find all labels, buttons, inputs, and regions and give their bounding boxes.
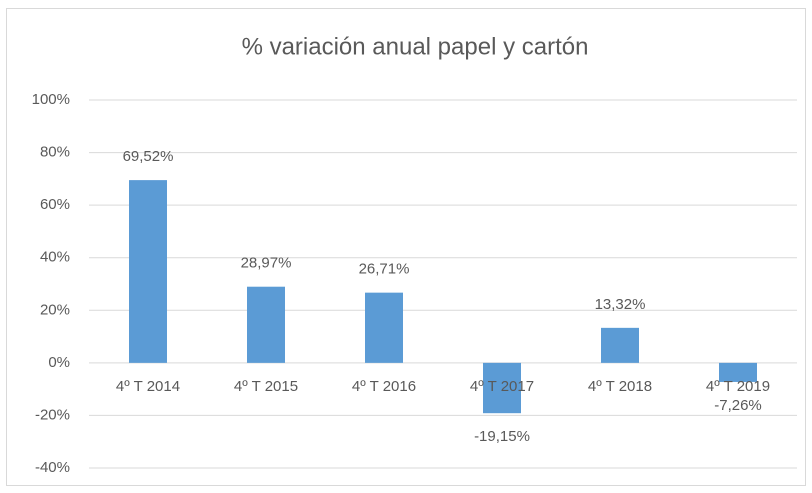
bar [247,286,285,363]
value-label: -19,15% [474,428,530,445]
y-tick-label: 80% [40,144,70,161]
chart-border [6,8,806,486]
value-label: 26,71% [359,261,410,278]
bar [601,327,639,363]
x-tick-label: 4º T 2019 [706,378,770,395]
bar [483,362,521,414]
value-label: -7,26% [714,397,762,414]
x-tick-label: 4º T 2015 [234,378,298,395]
bar [365,292,403,363]
value-label: 13,32% [595,296,646,313]
value-label: 69,52% [123,148,174,165]
bar [129,180,167,363]
x-tick-label: 4º T 2014 [116,378,180,395]
bar [719,362,757,382]
y-tick-label: 40% [40,249,70,266]
y-tick-label: 0% [48,354,70,371]
y-tick-label: 100% [32,91,70,108]
y-tick-label: -40% [35,459,70,476]
chart-title: % variación anual papel y cartón [242,33,589,60]
x-tick-label: 4º T 2017 [470,378,534,395]
y-tick-label: 60% [40,196,70,213]
x-tick-label: 4º T 2016 [352,378,416,395]
y-tick-label: 20% [40,301,70,318]
value-label: 28,97% [241,255,292,272]
y-tick-label: -20% [35,406,70,423]
x-tick-label: 4º T 2018 [588,378,652,395]
